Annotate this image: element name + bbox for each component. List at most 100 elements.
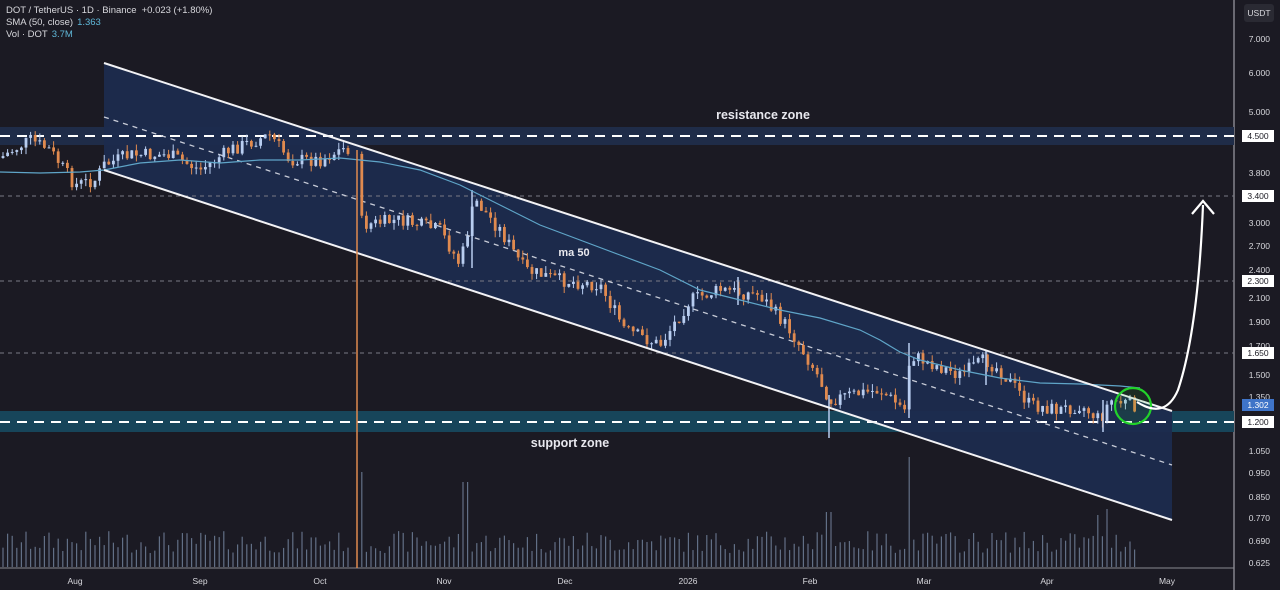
price-tick-3-800: 3.800 bbox=[1248, 168, 1270, 178]
candle bbox=[153, 156, 157, 160]
candle bbox=[240, 140, 244, 154]
candle bbox=[296, 164, 299, 166]
candle bbox=[871, 390, 874, 392]
time-tick-oct: Oct bbox=[313, 576, 327, 586]
candle bbox=[121, 151, 124, 155]
candle bbox=[424, 218, 428, 221]
candle bbox=[158, 154, 161, 157]
candle bbox=[654, 339, 658, 344]
candle bbox=[972, 362, 975, 364]
price-tick-1-650: 1.650 bbox=[1242, 347, 1274, 359]
candle bbox=[958, 371, 962, 378]
candle bbox=[1050, 403, 1054, 414]
arrow-head-icon bbox=[1191, 199, 1215, 215]
candle bbox=[263, 134, 267, 139]
candle bbox=[457, 253, 460, 264]
candle bbox=[806, 354, 810, 365]
candle bbox=[1096, 413, 1100, 419]
candle bbox=[79, 180, 83, 184]
candle bbox=[199, 167, 203, 170]
candle bbox=[986, 354, 989, 368]
price-tick-1-350: 1.350 bbox=[1248, 392, 1270, 402]
candle bbox=[102, 161, 106, 169]
price-tick-1-700: 1.700 bbox=[1248, 341, 1270, 351]
candle bbox=[346, 148, 350, 154]
candle bbox=[15, 150, 19, 152]
candle bbox=[815, 367, 819, 375]
candle bbox=[461, 246, 465, 264]
candle bbox=[125, 151, 129, 159]
candle bbox=[765, 299, 768, 302]
candle bbox=[599, 284, 603, 290]
candle bbox=[116, 154, 120, 161]
candle bbox=[769, 299, 773, 311]
candle bbox=[677, 321, 681, 323]
candle bbox=[1110, 400, 1113, 405]
chart-legend: DOT / TetherUS · 1D · Binance +0.023 (+1.… bbox=[6, 5, 212, 41]
projection-arrow-path bbox=[1136, 204, 1205, 410]
candle bbox=[714, 286, 718, 296]
candle bbox=[268, 134, 272, 136]
candle bbox=[691, 293, 695, 307]
candle bbox=[585, 281, 589, 286]
candle bbox=[544, 273, 548, 277]
time-tick-feb: Feb bbox=[802, 576, 818, 586]
candle bbox=[1091, 413, 1095, 419]
volume-row[interactable]: Vol · DOT 3.7M bbox=[6, 29, 212, 41]
candle bbox=[930, 361, 934, 370]
candle bbox=[484, 210, 488, 213]
candle bbox=[1041, 405, 1044, 412]
candle bbox=[489, 212, 492, 218]
candle bbox=[438, 222, 442, 225]
candle bbox=[825, 386, 828, 400]
candle bbox=[319, 156, 322, 167]
candle bbox=[360, 153, 364, 216]
candle bbox=[75, 183, 78, 188]
candle bbox=[838, 394, 842, 405]
candle bbox=[429, 220, 433, 229]
candle bbox=[139, 154, 143, 156]
candle bbox=[673, 321, 676, 332]
currency-button[interactable]: USDT bbox=[1244, 4, 1274, 22]
candle bbox=[535, 268, 538, 274]
candle bbox=[967, 362, 971, 372]
time-tick-nov: Nov bbox=[436, 576, 452, 586]
candle bbox=[1124, 399, 1127, 404]
candle bbox=[884, 393, 888, 396]
price-tick-1-302: 1.302 bbox=[1242, 399, 1274, 411]
price-tick-0-850: 0.850 bbox=[1248, 492, 1270, 502]
candle bbox=[29, 134, 32, 138]
price-tick-0-770: 0.770 bbox=[1248, 513, 1270, 523]
candle bbox=[1027, 397, 1031, 403]
candle bbox=[1119, 400, 1123, 404]
candle bbox=[443, 224, 446, 236]
candle bbox=[590, 281, 594, 291]
candle bbox=[866, 389, 870, 392]
candle bbox=[480, 200, 483, 211]
candle bbox=[1045, 405, 1049, 414]
candle bbox=[512, 239, 515, 250]
candle bbox=[746, 292, 750, 300]
volume-label: Vol · DOT bbox=[6, 29, 48, 40]
resistance-zone-label: resistance zone bbox=[716, 108, 810, 122]
candle bbox=[323, 158, 327, 167]
symbol-row[interactable]: DOT / TetherUS · 1D · Binance +0.023 (+1.… bbox=[6, 5, 212, 17]
candle bbox=[829, 399, 833, 404]
candle bbox=[953, 370, 957, 378]
candle bbox=[1013, 378, 1017, 383]
candle bbox=[696, 292, 699, 294]
price-tick-2-100: 2.100 bbox=[1248, 293, 1270, 303]
candle bbox=[636, 329, 640, 332]
channel-upper-line bbox=[103, 62, 1173, 412]
candle bbox=[664, 339, 667, 346]
sma-row[interactable]: SMA (50, close) 1.363 bbox=[6, 17, 212, 29]
candle bbox=[89, 179, 92, 188]
breakout-highlight-circle bbox=[1113, 386, 1153, 426]
candle bbox=[792, 333, 796, 342]
candle bbox=[204, 167, 207, 170]
candle bbox=[227, 147, 230, 154]
price-tick-0-950: 0.950 bbox=[1248, 468, 1270, 478]
candle bbox=[889, 394, 893, 396]
